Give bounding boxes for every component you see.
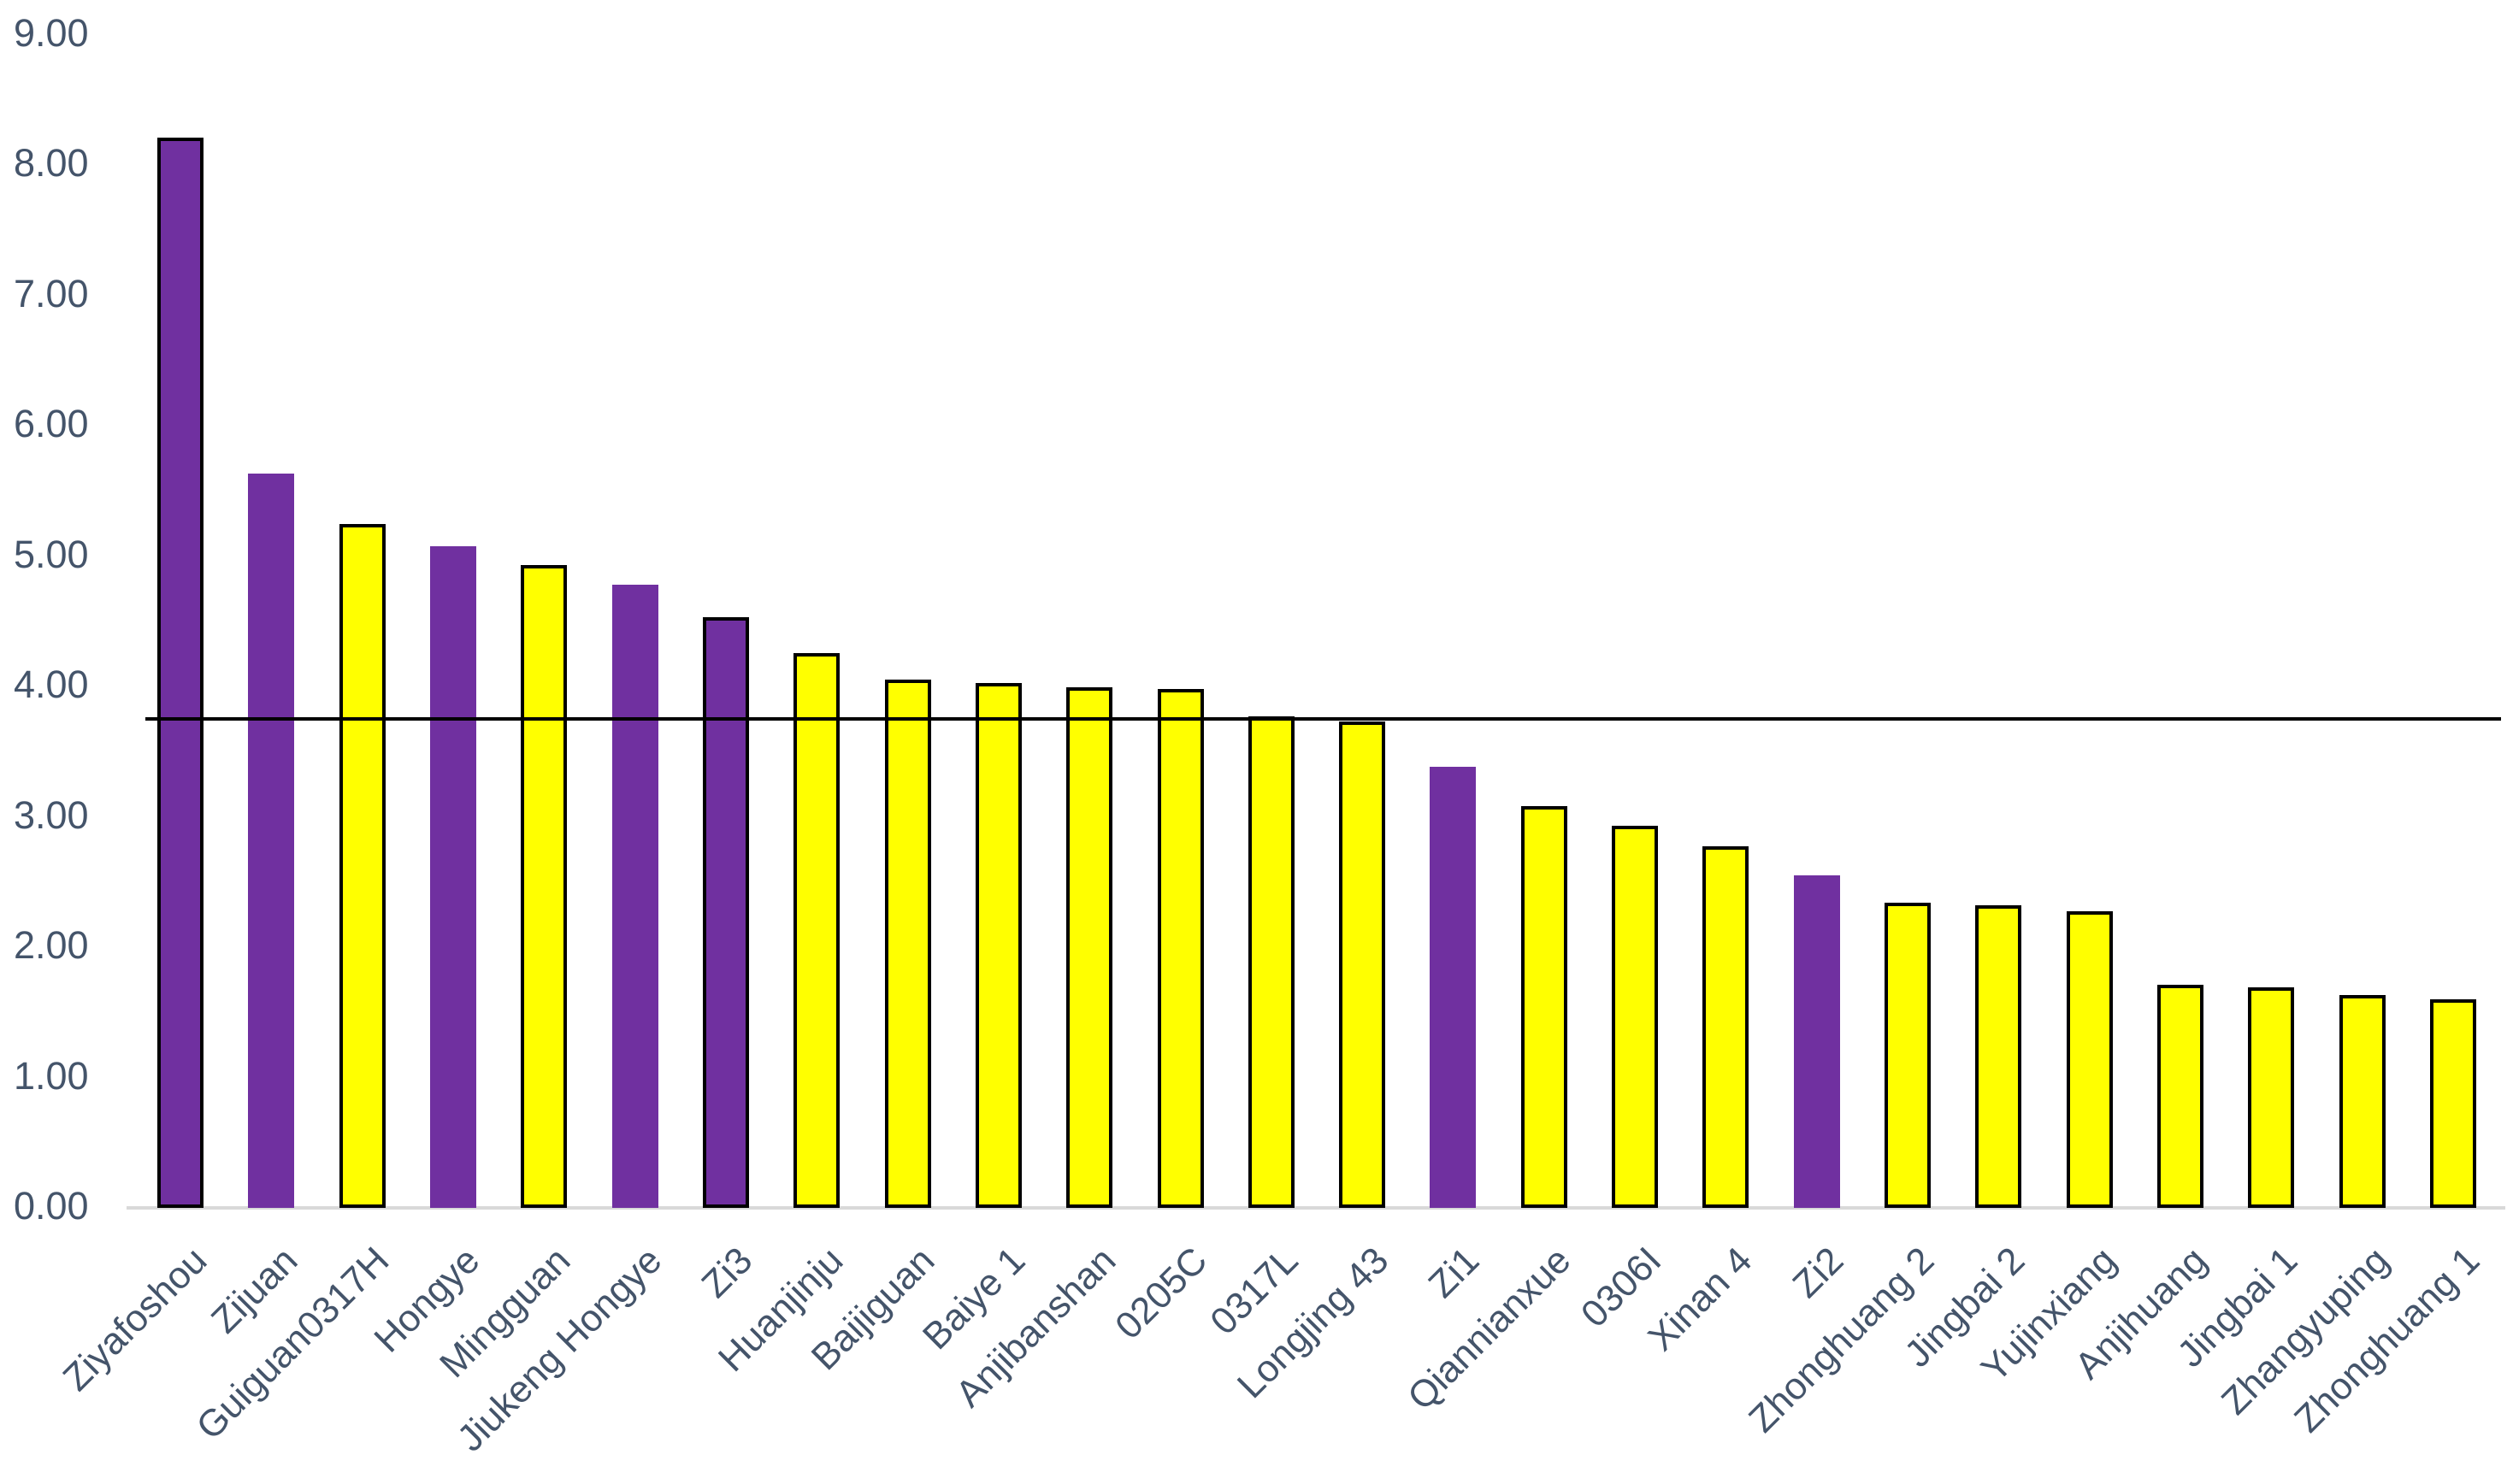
bar-zi1	[1430, 767, 1477, 1208]
bar-zi2	[1793, 874, 1840, 1208]
y-tick-label: 2.00	[14, 923, 89, 967]
bar-baiye-1	[975, 683, 1022, 1208]
bar-xinan-4	[1702, 846, 1749, 1208]
y-tick-label: 8.00	[14, 141, 89, 185]
bar-jingbai-1	[2248, 986, 2295, 1208]
bar-zhonghuang-1	[2429, 998, 2476, 1208]
bar-zi3	[703, 616, 749, 1208]
bar-guiguan0317h	[339, 524, 386, 1208]
bar-0205c	[1157, 688, 1204, 1208]
y-tick-label: 1.00	[14, 1053, 89, 1098]
bar-jingbai-2	[1975, 904, 2022, 1208]
bar-yujinxiang	[2066, 911, 2113, 1208]
bar-longjing-43	[1339, 721, 1386, 1208]
y-tick-label: 9.00	[14, 10, 89, 55]
bar-anjihuang	[2156, 984, 2203, 1208]
x-axis-baseline	[127, 1206, 2505, 1210]
bar-0306i	[1612, 825, 1659, 1208]
bar-zijuan	[248, 473, 295, 1208]
bar-ziyafoshou	[157, 137, 204, 1208]
y-tick-label: 5.00	[14, 532, 89, 576]
y-tick-label: 3.00	[14, 792, 89, 837]
bar-anjibanshan	[1066, 687, 1113, 1208]
bar-0317l	[1248, 716, 1295, 1208]
bar-qiannianxue	[1520, 805, 1567, 1208]
bar-zhonghuang-2	[1885, 902, 1931, 1208]
bar-zhangyuping	[2339, 994, 2386, 1208]
bar-jiukeng-hongye	[611, 584, 658, 1208]
bar-hongye	[430, 546, 477, 1208]
y-tick-label: 0.00	[14, 1184, 89, 1228]
reference-line	[145, 716, 2501, 721]
y-tick-label: 4.00	[14, 662, 89, 706]
bar-huanjinju	[793, 653, 841, 1208]
y-tick-label: 6.00	[14, 402, 89, 445]
bar-mingguan	[521, 564, 568, 1208]
bar-baijiguan	[884, 679, 931, 1208]
y-tick-label: 7.00	[14, 271, 89, 315]
